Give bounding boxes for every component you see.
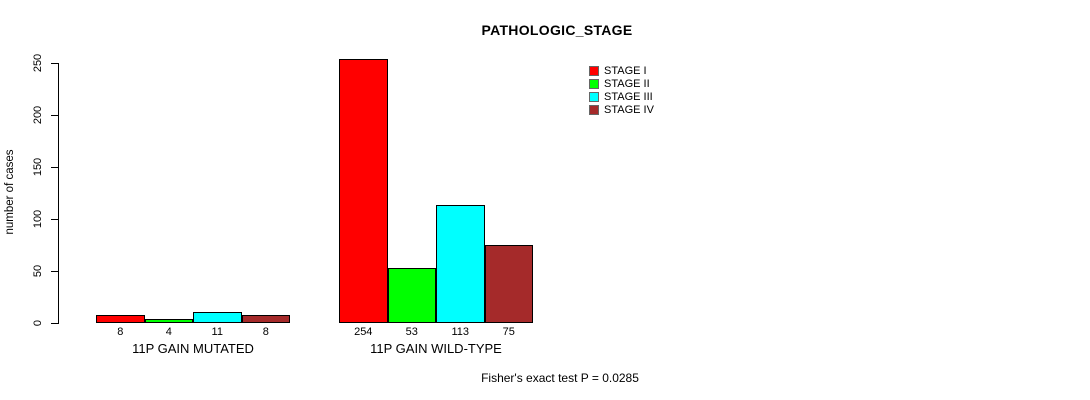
- bar-value-label: 113: [451, 326, 470, 338]
- y-tick-label-50: 50: [32, 264, 44, 278]
- bar-stage-ii-11p-gain-mutated: [144, 318, 193, 323]
- bar-stage-iv-11p-gain-wild-type: [484, 245, 533, 323]
- legend-swatch-icon: [589, 78, 599, 89]
- y-tick-label-200: 200: [32, 105, 44, 125]
- y-axis-line: [58, 63, 59, 324]
- legend-item-stage-iii: STAGE III: [589, 90, 654, 103]
- y-tick-100: [51, 219, 58, 220]
- bar-stage-i-11p-gain-mutated: [96, 314, 145, 323]
- legend-swatch-icon: [589, 91, 599, 102]
- legend-item-stage-i: STAGE I: [589, 64, 654, 77]
- y-tick-150: [51, 167, 58, 168]
- legend-swatch-icon: [589, 65, 599, 76]
- y-tick-label-150: 150: [32, 157, 44, 177]
- legend-swatch-icon: [589, 104, 599, 115]
- bar-stage-i-11p-gain-wild-type: [339, 58, 388, 323]
- legend: STAGE I STAGE II STAGE III STAGE IV: [589, 64, 654, 116]
- fisher-test-annotation: Fisher's exact test P = 0.0285: [481, 371, 639, 385]
- bar-stage-iii-11p-gain-mutated: [193, 311, 242, 323]
- x-category-label-11p-gain-wild-type: 11P GAIN WILD-TYPE: [370, 341, 502, 356]
- y-tick-50: [51, 271, 58, 272]
- bar-stage-iii-11p-gain-wild-type: [436, 205, 485, 323]
- y-tick-250: [51, 63, 58, 64]
- y-axis-title: number of cases: [4, 149, 16, 235]
- chart-title: PATHOLOGIC_STAGE: [481, 22, 633, 38]
- bar-value-label: 8: [117, 326, 124, 338]
- y-tick-label-250: 250: [32, 53, 44, 73]
- y-tick-label-100: 100: [32, 209, 44, 229]
- bar-value-label: 8: [262, 326, 269, 338]
- legend-label: STAGE I: [604, 64, 647, 77]
- bar-value-label: 254: [354, 326, 373, 338]
- bar-value-label: 75: [502, 326, 515, 338]
- legend-item-stage-ii: STAGE II: [589, 77, 654, 90]
- x-category-label-11p-gain-mutated: 11P GAIN MUTATED: [132, 341, 254, 356]
- legend-item-stage-iv: STAGE IV: [589, 103, 654, 116]
- bar-stage-iv-11p-gain-mutated: [241, 314, 290, 323]
- legend-label: STAGE III: [604, 90, 653, 103]
- bar-value-label: 4: [165, 326, 172, 338]
- y-tick-0: [51, 323, 58, 324]
- y-tick-200: [51, 115, 58, 116]
- y-tick-label-0: 0: [32, 319, 44, 327]
- bar-value-label: 53: [405, 326, 418, 338]
- legend-label: STAGE II: [604, 77, 650, 90]
- legend-label: STAGE IV: [604, 103, 654, 116]
- bar-stage-ii-11p-gain-wild-type: [387, 267, 436, 323]
- bar-value-label: 11: [211, 326, 223, 338]
